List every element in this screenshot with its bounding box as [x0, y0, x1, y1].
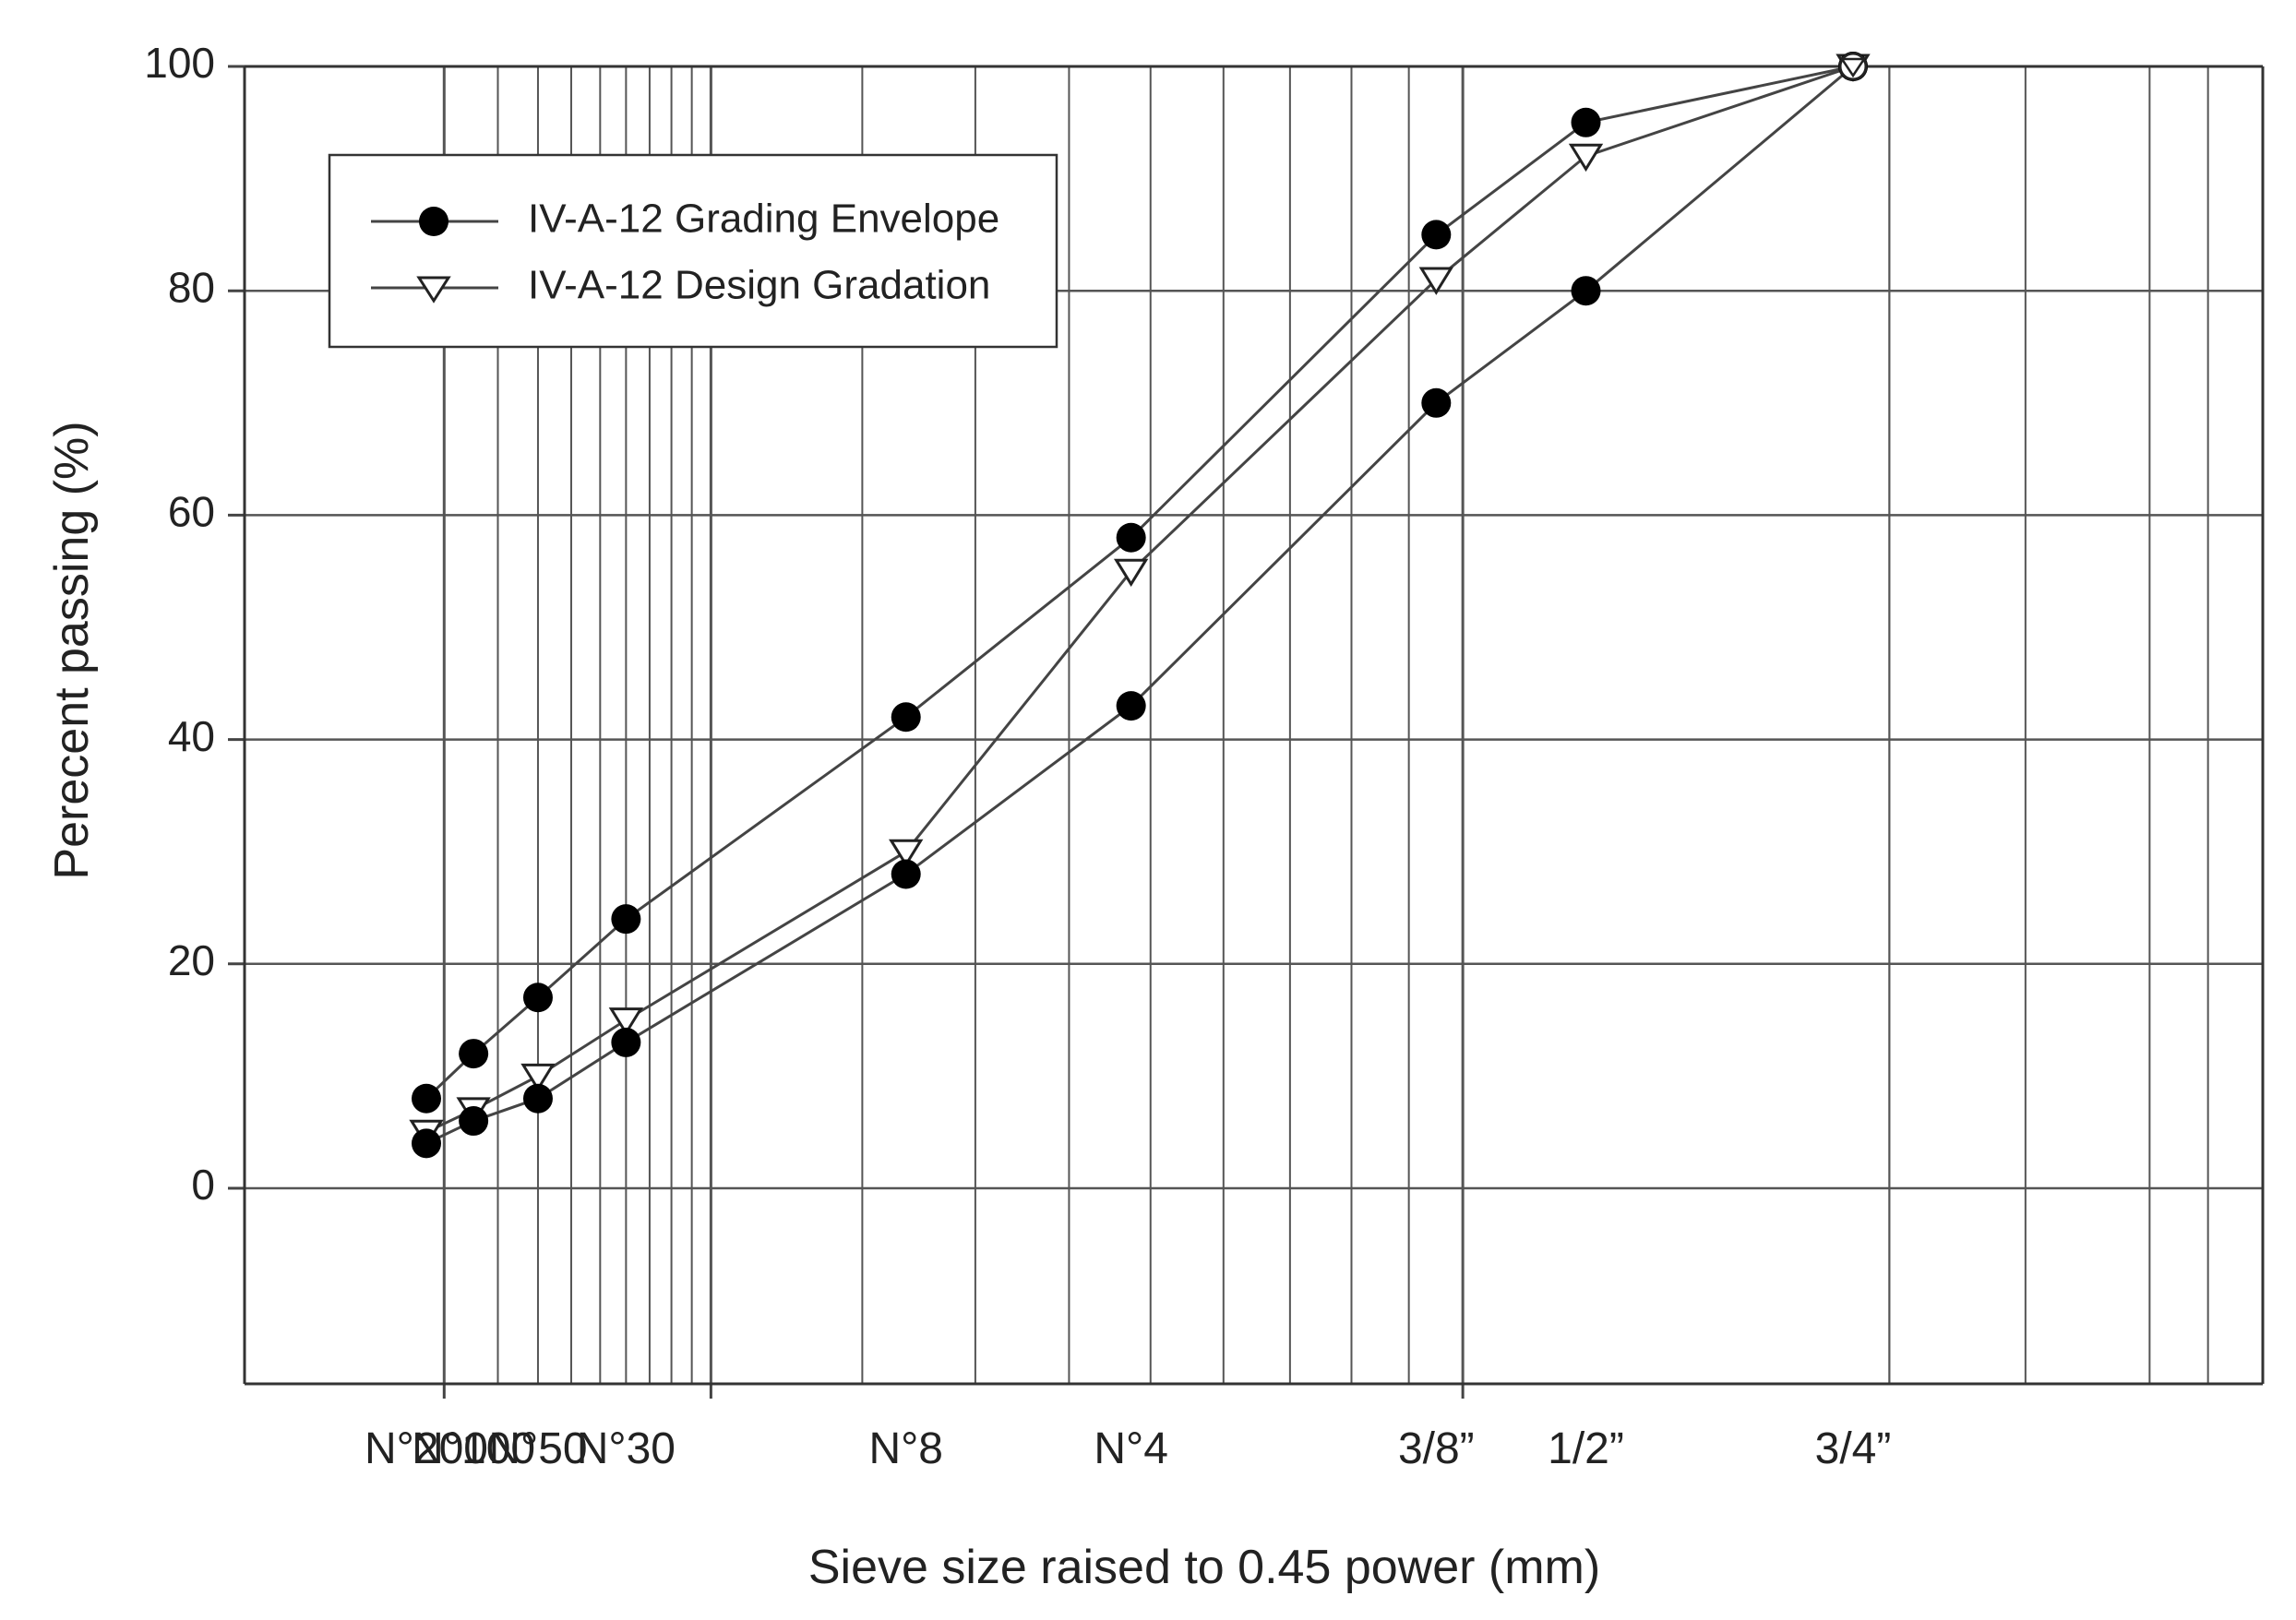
envelope-point	[459, 1039, 489, 1069]
envelope-point	[412, 1128, 441, 1159]
legend-label-envelope: IV-A-12 Grading Envelope	[528, 197, 999, 242]
y-axis-title: Perecent passing (%)	[45, 421, 99, 879]
x-tick-label: 3/4”	[1815, 1424, 1892, 1473]
envelope-point	[522, 983, 553, 1013]
legend-marker-design	[416, 276, 451, 304]
envelope-point	[459, 1106, 489, 1137]
envelope-point	[891, 702, 921, 733]
y-tick-label: 40	[168, 712, 215, 760]
y-tick-label: 100	[144, 39, 215, 87]
envelope-point	[1421, 387, 1452, 418]
design-point	[889, 839, 924, 868]
design-point	[608, 1007, 644, 1036]
design-point	[1113, 558, 1149, 588]
legend-marker-envelope	[419, 207, 448, 236]
envelope-point	[1571, 276, 1601, 306]
legend-label-design: IV-A-12 Design Gradation	[528, 263, 990, 308]
envelope-point	[412, 1083, 441, 1114]
y-tick-label: 0	[191, 1161, 215, 1209]
design-point	[1418, 267, 1453, 295]
y-tick-label: 60	[168, 488, 215, 536]
x-tick-label: 3/8”	[1398, 1424, 1475, 1473]
envelope-point	[611, 1027, 641, 1057]
envelope-point	[1116, 691, 1146, 721]
x-axis-title: Sieve size raised to 0.45 power (mm)	[808, 1541, 1600, 1594]
top-point-triangle	[1839, 57, 1867, 78]
envelope-point	[891, 859, 921, 889]
design-point	[520, 1063, 556, 1092]
legend: IV-A-12 Grading Envelope IV-A-12 Design …	[328, 153, 1058, 349]
x-tick-label: N°100	[412, 1424, 535, 1473]
x-tick-label: 1/2”	[1548, 1424, 1624, 1473]
x-tick-label: N°4	[1094, 1424, 1168, 1473]
x-tick-label: N°200	[365, 1424, 488, 1473]
envelope-point	[1116, 522, 1146, 553]
envelope-point	[1421, 220, 1452, 250]
design-point	[1568, 143, 1604, 173]
x-tick-label: N°8	[868, 1424, 943, 1473]
series-layer	[409, 52, 1871, 1159]
envelope-point	[522, 1083, 553, 1114]
y-tick-label: 20	[168, 936, 215, 984]
x-tick-label: N°50	[488, 1424, 587, 1473]
x-tick-label: N°30	[577, 1424, 676, 1473]
envelope-point	[611, 904, 641, 935]
y-tick-label: 80	[168, 263, 215, 311]
plot-frame	[243, 65, 2265, 1386]
y-tick-labels: 0 20 40 60 80 100	[144, 39, 215, 1209]
envelope-point	[1571, 107, 1601, 137]
legend-box	[328, 153, 1058, 349]
